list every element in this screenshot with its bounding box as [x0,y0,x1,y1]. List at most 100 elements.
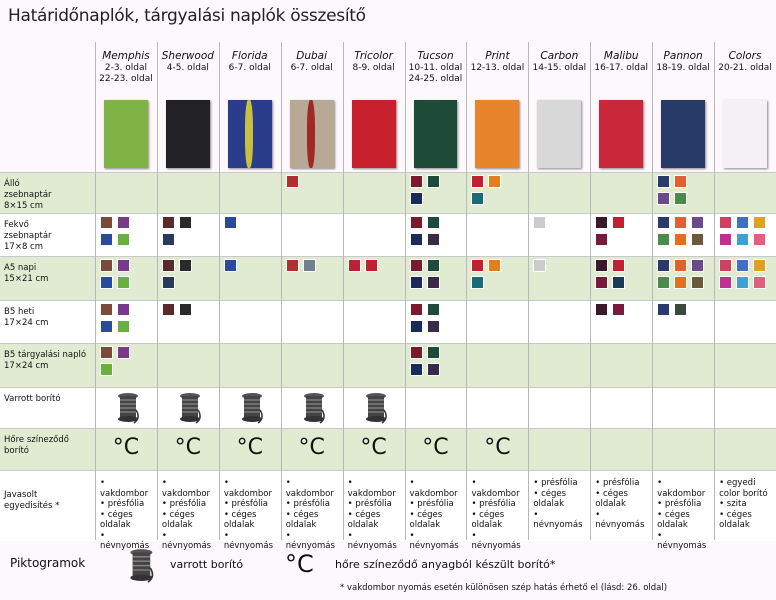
cover [599,100,644,168]
swatch [753,259,767,272]
customization-item: egyedi color borító [719,478,774,499]
column-name: Print [485,50,510,62]
swatch [285,259,299,272]
row-label: egyedisítés * [4,501,60,511]
customization-list: vakdomborprésfóliacéges oldalaknévnyomás [657,478,712,552]
title: Határidőnaplók, tárgyalási naplók összes… [8,6,366,26]
column-divider [528,42,530,540]
swatch [736,233,750,246]
swatch [117,259,130,272]
swatch [409,276,423,289]
customization-item: vakdombor [471,478,526,499]
swatch [426,363,440,376]
customization-item: céges oldalak [224,510,279,531]
swatch [302,259,316,272]
footnote: * vakdombor nyomás esetén különösen szép… [340,583,668,593]
row-label: 17×24 cm [4,318,49,328]
customization-item: névnyomás [410,531,465,552]
customization-item: céges oldalak [348,510,403,531]
swatch [719,259,733,272]
customization-item: présfólia [471,499,526,510]
swatch [471,175,485,188]
customization-list: vakdomborprésfóliacéges oldalaknévnyomás [286,478,341,552]
customization-item: céges oldalak [162,510,217,531]
row-label: 17×24 cm [4,361,49,371]
swatch [595,233,609,246]
swatch [674,259,688,272]
swatch [471,192,485,205]
customization-item: céges oldalak [100,510,155,531]
column-divider [404,42,406,540]
spool-svg [241,393,263,424]
cover [413,100,458,168]
swatch [409,346,423,359]
customization-item: névnyomás [286,531,341,552]
cover-stripe [245,100,254,168]
swatch [595,216,609,229]
swatch [736,276,750,289]
swatch [100,276,113,289]
swatch [364,259,378,272]
cover [537,100,582,168]
celsius-icon: °C [484,435,511,460]
swatch [223,216,237,229]
row-label: A5 napi [4,263,37,273]
cover [227,100,272,168]
swatch [674,276,688,289]
cover-stripe [307,100,316,168]
swatch [736,216,750,229]
sewn-label: varrott borító [170,558,244,571]
swatch [178,216,192,229]
customization-list: vakdomborprésfóliacéges oldalaknévnyomás [410,478,465,552]
swatch [409,192,423,205]
customization-item: présfólia [286,499,341,510]
column-name: Memphis [102,50,150,62]
customization-list: vakdomborprésfóliacéges oldalaknévnyomás [162,478,217,552]
swatch [488,175,502,188]
swatch [409,363,423,376]
swatch [657,276,671,289]
customization-list: présfóliacéges oldalaknévnyomás [533,478,588,531]
customization-item: présfólia [162,499,217,510]
swatch [719,276,733,289]
spool-svg [118,393,139,424]
customization-item: vakdombor [162,478,217,499]
swatch [100,259,113,272]
swatch [409,175,423,188]
column-name: Pannon [663,50,703,62]
swatch [426,320,440,333]
swatch [595,259,609,272]
column-pages: 8-9. oldal [352,63,395,73]
column-pages: 16-17. oldal [594,63,649,73]
celsius-icon: °C [360,435,387,460]
swatch [691,216,705,229]
customization-item: névnyomás [162,531,217,552]
customization-item: céges oldalak [471,510,526,531]
pictograms-title: Piktogramok [10,556,86,570]
row-label: zsebnaptár [4,231,52,241]
column-pages: 20-21. oldal [718,63,772,73]
spool-icon [238,392,266,428]
customization-list: vakdomborprésfóliacéges oldalaknévnyomás [348,478,403,552]
row-band [0,428,776,471]
swatch [657,175,671,188]
swatch [753,276,767,289]
customization-item: présfólia [224,499,279,510]
customization-item: vakdombor [348,478,403,499]
customization-item: présfólia [533,478,588,489]
swatch [657,216,671,229]
column-divider [466,42,468,540]
swatch [161,216,175,229]
customization-list: vakdomborprésfóliacéges oldalaknévnyomás [224,478,279,552]
column-name: Colors [728,50,762,62]
swatch [426,303,440,316]
swatch [117,233,130,246]
row-label: 15×21 cm [4,274,49,284]
customization-item: névnyomás [348,531,403,552]
column-divider [280,42,282,540]
swatch [100,320,113,333]
celsius-legend: °C [285,550,314,578]
swatch [612,216,626,229]
row-label: 17×8 cm [4,242,44,252]
